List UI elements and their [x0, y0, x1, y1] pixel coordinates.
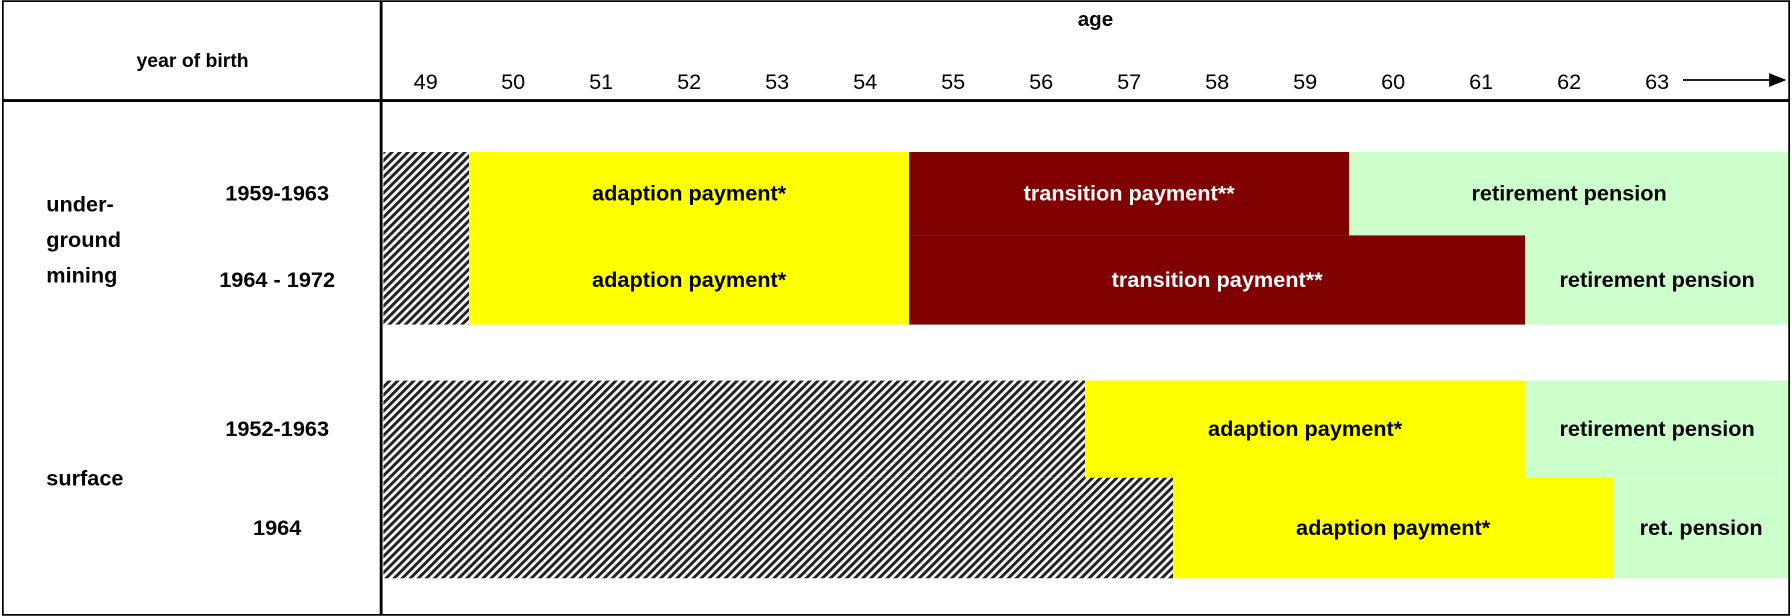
period-label: retirement pension: [1559, 267, 1754, 292]
age-label: 55: [941, 69, 965, 94]
age-label: 51: [589, 69, 613, 94]
payment-period: [1085, 380, 1526, 478]
period-label: adaption payment*: [592, 181, 787, 206]
payment-period: [1173, 477, 1614, 579]
age-label: 59: [1293, 69, 1317, 94]
birth-year: 1959-1963: [225, 181, 329, 206]
group-label: under-: [46, 191, 114, 216]
period-label: adaption payment*: [592, 267, 787, 292]
period-label: ret. pension: [1640, 515, 1763, 540]
payment-period: [1349, 152, 1790, 236]
age-label: 60: [1381, 69, 1405, 94]
hatched-period: [383, 152, 470, 236]
birth-year: 1964: [253, 515, 301, 540]
payment-period: [909, 152, 1350, 236]
age-label: 56: [1029, 69, 1053, 94]
payment-period: [469, 152, 910, 236]
age-label: 62: [1557, 69, 1581, 94]
group-label: ground: [46, 227, 121, 252]
birth-year: 1952-1963: [225, 416, 329, 441]
age-label: 57: [1117, 69, 1141, 94]
birth-year: 1964 - 1972: [219, 267, 335, 292]
age-label: 54: [853, 69, 877, 94]
hatched-period: [383, 380, 1086, 478]
period-label: retirement pension: [1471, 181, 1666, 206]
group-label: mining: [46, 262, 117, 287]
age-header: age: [1078, 8, 1113, 31]
payment-period: [469, 235, 910, 325]
age-label: 49: [414, 69, 438, 94]
group-label: surface: [46, 466, 123, 491]
age-label: 61: [1469, 69, 1493, 94]
period-label: transition payment**: [1112, 267, 1324, 292]
year-header: year of birth: [136, 50, 248, 72]
hatched-period: [383, 477, 1174, 579]
age-label: 53: [765, 69, 789, 94]
hatched-period: [383, 235, 470, 325]
payment-period: [1613, 477, 1790, 579]
age-label: 52: [677, 69, 701, 94]
period-label: adaption payment*: [1296, 515, 1491, 540]
age-label: 50: [501, 69, 525, 94]
payment-period: [1525, 235, 1790, 325]
period-label: transition payment**: [1024, 181, 1236, 206]
age-label: 63: [1645, 69, 1669, 94]
payment-period: [1525, 380, 1790, 478]
period-label: adaption payment*: [1208, 416, 1403, 441]
payment-period: [909, 235, 1526, 325]
period-label: retirement pension: [1559, 416, 1754, 441]
age-label: 58: [1205, 69, 1229, 94]
